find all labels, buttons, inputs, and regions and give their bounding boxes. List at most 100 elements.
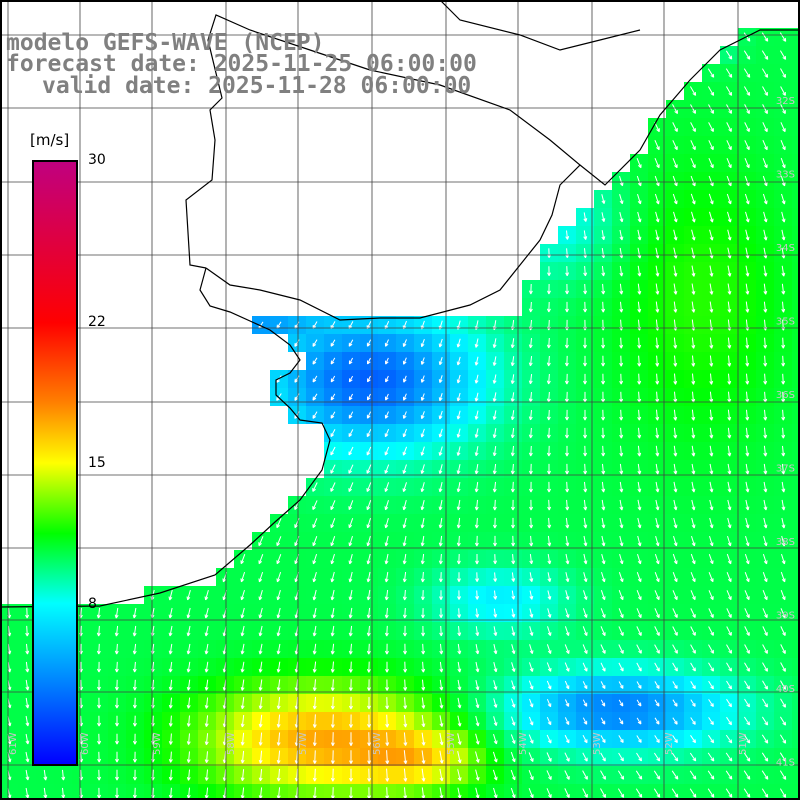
wind-arrow <box>691 211 696 223</box>
wind-arrow <box>438 410 443 420</box>
wind-arrow <box>168 715 173 727</box>
wind-speed-cell <box>792 82 800 100</box>
longitude-label: 54W <box>518 732 529 755</box>
wind-arrow <box>132 733 137 745</box>
wind-arrow <box>114 697 119 709</box>
wind-arrow <box>456 374 461 384</box>
wind-arrow <box>601 265 606 277</box>
wind-arrow <box>330 571 335 583</box>
wind-arrow <box>691 481 696 493</box>
wind-arrow <box>258 589 263 601</box>
wind-arrow <box>762 572 768 583</box>
wind-arrow <box>708 590 714 601</box>
wind-arrow <box>618 644 624 654</box>
wind-arrow <box>583 535 588 547</box>
wind-arrow <box>421 697 426 709</box>
wind-arrow <box>367 732 372 747</box>
wind-arrow <box>25 679 30 691</box>
wind-arrow <box>312 393 318 401</box>
wind-arrow <box>564 391 569 403</box>
wind-arrow <box>727 355 732 367</box>
wind-arrow <box>690 608 696 618</box>
wind-arrow <box>781 283 786 295</box>
wind-arrow <box>600 644 606 654</box>
wind-arrow <box>726 626 732 636</box>
wind-arrow <box>186 625 191 637</box>
wind-speed-cell <box>792 136 800 154</box>
wind-arrow <box>186 787 191 799</box>
wind-speed-cell <box>792 478 800 496</box>
wind-arrow <box>367 697 371 710</box>
wind-arrow <box>456 446 461 456</box>
wind-arrow <box>258 732 263 746</box>
wind-arrow <box>348 679 353 691</box>
wind-arrow <box>708 122 714 132</box>
wind-arrow <box>240 769 245 782</box>
wind-arrow <box>745 265 750 277</box>
wind-arrow <box>402 339 407 347</box>
wind-arrow <box>25 751 30 763</box>
wind-arrow <box>781 211 786 223</box>
wind-arrow <box>439 715 444 727</box>
wind-arrow <box>781 517 786 529</box>
wind-arrow <box>691 499 696 511</box>
wind-arrow <box>672 626 678 636</box>
wind-arrow <box>493 661 498 673</box>
wind-arrow <box>762 662 768 672</box>
wind-arrow <box>258 607 263 619</box>
wind-arrow <box>709 265 714 277</box>
wind-arrow <box>204 661 209 673</box>
wind-arrow <box>565 481 570 493</box>
wind-arrow <box>636 699 642 707</box>
wind-arrow <box>707 734 715 744</box>
wind-arrow <box>654 193 660 205</box>
wind-arrow <box>745 211 750 223</box>
wind-arrow <box>690 157 696 169</box>
wind-arrow <box>745 427 750 439</box>
wind-arrow <box>474 481 479 493</box>
wind-arrow <box>240 607 245 619</box>
wind-arrow <box>761 770 769 780</box>
wind-arrow <box>745 337 750 349</box>
wind-arrow <box>547 481 552 493</box>
wind-arrow <box>762 608 768 619</box>
wind-arrow <box>25 769 30 781</box>
wind-arrow <box>403 750 408 765</box>
wind-arrow <box>312 732 317 747</box>
wind-arrow <box>743 50 751 60</box>
wind-arrow <box>312 750 317 764</box>
wind-arrow <box>528 445 533 457</box>
wind-arrow <box>456 482 461 493</box>
wind-arrow <box>745 517 750 529</box>
wind-arrow <box>384 517 389 529</box>
wind-arrow <box>708 104 714 114</box>
wind-arrow <box>385 768 390 782</box>
wind-arrow <box>366 553 371 565</box>
wind-arrow <box>330 375 336 383</box>
wind-arrow <box>384 482 390 493</box>
wind-arrow <box>204 607 209 619</box>
wind-arrow <box>475 554 479 565</box>
wind-arrow <box>655 499 660 511</box>
latitude-label: 34S <box>776 243 795 254</box>
wind-arrow <box>763 481 768 493</box>
wind-arrow <box>204 769 209 781</box>
wind-arrow <box>276 679 281 691</box>
wind-arrow <box>510 445 515 457</box>
wind-arrow <box>600 681 606 689</box>
wind-arrow <box>511 662 516 673</box>
wind-arrow <box>528 716 534 726</box>
wind-arrow <box>709 283 714 295</box>
wind-speed-cell <box>792 604 800 622</box>
wind-arrow <box>438 572 443 583</box>
wind-arrow <box>637 427 642 439</box>
wind-arrow <box>725 86 733 96</box>
wind-arrow <box>673 427 678 439</box>
wind-arrow <box>421 661 426 673</box>
wind-arrow <box>511 698 516 708</box>
wind-arrow <box>97 715 102 727</box>
wind-arrow <box>529 499 534 511</box>
wind-arrow <box>528 481 533 493</box>
wind-arrow <box>689 752 697 762</box>
wind-arrow <box>348 661 353 673</box>
